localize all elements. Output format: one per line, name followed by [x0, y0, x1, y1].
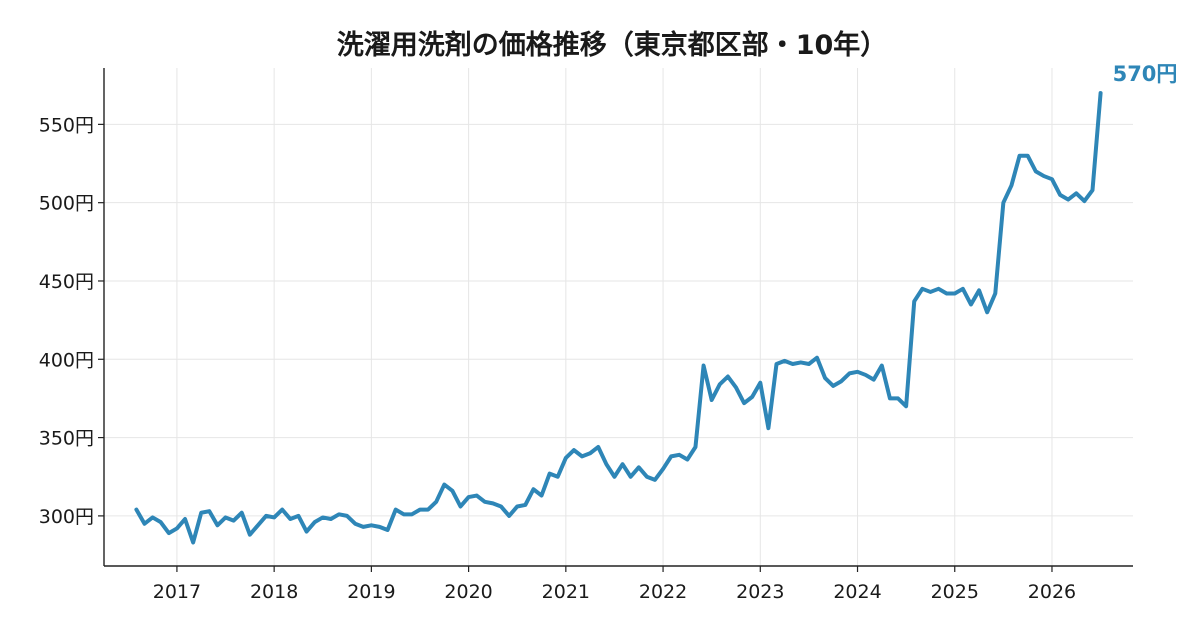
y-tick-label: 450円 [39, 271, 94, 293]
y-tick-label: 350円 [39, 428, 94, 450]
y-tick-label: 400円 [39, 349, 94, 371]
x-tick-label: 2026 [1028, 581, 1076, 603]
x-tick-label: 2019 [347, 581, 395, 603]
x-tick-label: 2024 [833, 581, 881, 603]
x-tick-label: 2025 [931, 581, 979, 603]
x-tick-label: 2020 [444, 581, 492, 603]
chart-title: 洗濯用洗剤の価格推移（東京都区部・10年） [337, 29, 888, 61]
x-tick-label: 2022 [639, 581, 687, 603]
y-tick-label: 300円 [39, 506, 94, 528]
grid-layer [104, 68, 1133, 566]
y-tick-label: 500円 [39, 193, 94, 215]
series-line [134, 91, 1103, 545]
label-layer: 570円 [1113, 62, 1178, 86]
x-tick-label: 2023 [736, 581, 784, 603]
x-tick-label: 2021 [542, 581, 590, 603]
x-tick-label: 2018 [250, 581, 298, 603]
end-value-label: 570円 [1113, 62, 1178, 86]
x-tick-label: 2017 [153, 581, 201, 603]
y-tick-label: 550円 [39, 114, 94, 136]
series-layer [134, 91, 1103, 545]
axes: 300円 350円 400円 450円 500円 550円 2017 2018 2019 2020… [39, 68, 1133, 603]
